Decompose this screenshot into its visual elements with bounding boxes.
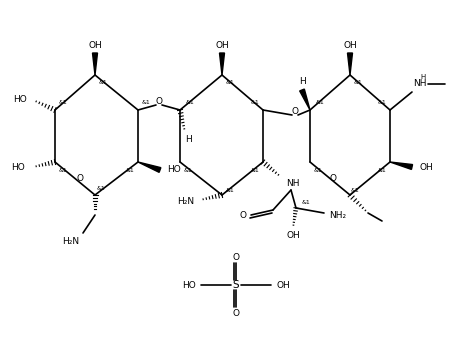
- Text: OH: OH: [419, 162, 433, 172]
- Text: NH: NH: [286, 179, 300, 189]
- Text: &1: &1: [351, 187, 359, 192]
- Text: &1: &1: [316, 100, 324, 104]
- Text: HO: HO: [11, 162, 25, 172]
- Text: &1: &1: [184, 168, 193, 173]
- Text: &1: &1: [59, 100, 67, 104]
- Text: OH: OH: [343, 41, 357, 49]
- Text: &1: &1: [99, 80, 107, 85]
- Text: &1: &1: [97, 186, 105, 191]
- Text: NH: NH: [413, 79, 427, 89]
- Text: &1: &1: [354, 80, 362, 85]
- Polygon shape: [300, 89, 310, 110]
- Polygon shape: [93, 53, 98, 75]
- Text: &1: &1: [251, 100, 260, 104]
- Text: OH: OH: [286, 232, 300, 240]
- Text: HO: HO: [167, 166, 181, 174]
- Polygon shape: [219, 53, 225, 75]
- Text: O: O: [76, 174, 84, 183]
- Text: O: O: [239, 210, 246, 220]
- Text: OH: OH: [276, 281, 290, 289]
- Polygon shape: [138, 162, 161, 172]
- Text: &1: &1: [59, 168, 67, 173]
- Text: O: O: [329, 174, 337, 183]
- Text: H: H: [185, 136, 191, 144]
- Text: OH: OH: [215, 41, 229, 49]
- Text: H: H: [299, 78, 305, 86]
- Text: &1: &1: [302, 201, 311, 205]
- Text: O: O: [233, 252, 239, 262]
- Text: HO: HO: [182, 281, 196, 289]
- Text: &1: &1: [378, 168, 387, 173]
- Text: H₂N: H₂N: [62, 237, 80, 245]
- Text: &1: &1: [142, 100, 151, 104]
- Text: &1: &1: [126, 168, 135, 173]
- Text: OH: OH: [88, 41, 102, 49]
- Text: &1: &1: [185, 100, 194, 104]
- Text: O: O: [233, 309, 239, 317]
- Text: &1: &1: [313, 168, 322, 173]
- Polygon shape: [347, 53, 353, 75]
- Text: O: O: [292, 108, 298, 116]
- Text: &1: &1: [378, 100, 387, 104]
- Text: &1: &1: [251, 168, 260, 173]
- Text: H: H: [421, 74, 426, 80]
- Text: S: S: [233, 280, 239, 290]
- Polygon shape: [390, 162, 413, 169]
- Text: HO: HO: [13, 96, 27, 104]
- Text: H₂N: H₂N: [177, 197, 194, 207]
- Text: &1: &1: [226, 187, 235, 192]
- Text: O: O: [155, 97, 162, 107]
- Text: &1: &1: [226, 80, 235, 85]
- Text: NH₂: NH₂: [329, 210, 346, 220]
